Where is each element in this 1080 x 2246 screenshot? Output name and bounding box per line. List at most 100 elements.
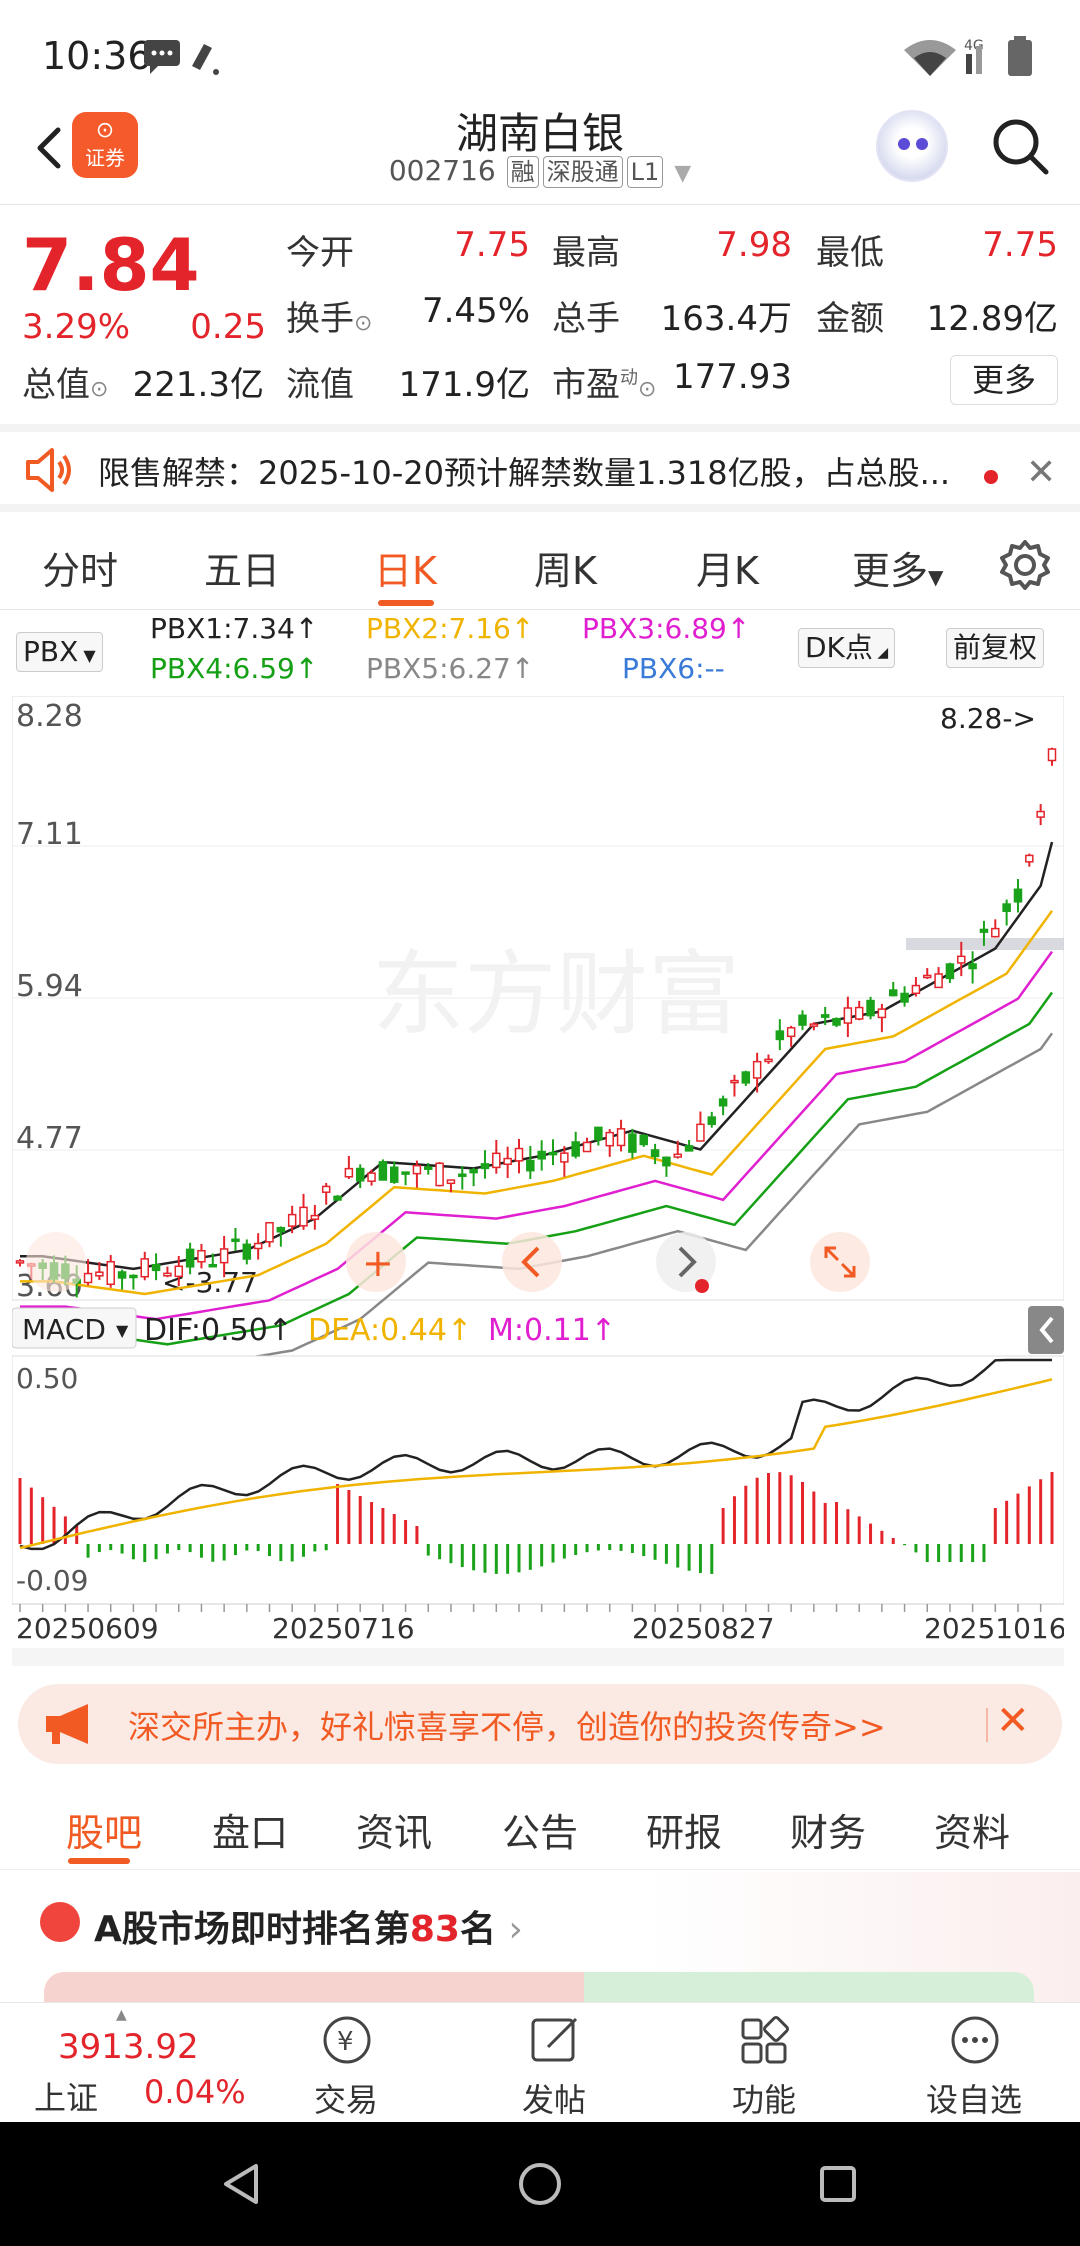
candle bbox=[321, 1185, 331, 1193]
candle bbox=[310, 1214, 320, 1220]
tab-financials[interactable]: 财务 bbox=[790, 1811, 867, 1855]
svg-text:¥: ¥ bbox=[337, 2027, 354, 2057]
ranking-number: 83 bbox=[409, 1909, 460, 1950]
candlesticks bbox=[15, 747, 1057, 1298]
nav-back-icon[interactable] bbox=[220, 2162, 264, 2206]
candle bbox=[412, 1164, 422, 1175]
collapse-panel-button[interactable] bbox=[1028, 1306, 1064, 1354]
candle bbox=[628, 1133, 637, 1153]
more-button[interactable]: 更多 bbox=[950, 355, 1058, 405]
candle bbox=[208, 1263, 218, 1268]
promo-banner[interactable]: 深交所主办，好礼惊喜享不停，创造你的投资传奇>> ✕ bbox=[18, 1684, 1062, 1764]
tab-weekly-k[interactable]: 周K bbox=[534, 549, 597, 593]
pe-label[interactable]: 市盈动⊙ bbox=[552, 357, 656, 406]
adjust-selector[interactable]: 前复权 bbox=[946, 628, 1045, 668]
nav-home-icon[interactable] bbox=[516, 2160, 564, 2208]
kline-chart-svg[interactable]: 东方财富 8.28 7.11 5.94 4.77 3.60 8.28-> <-3… bbox=[12, 696, 1064, 1666]
tab-more[interactable]: 更多▼ bbox=[852, 540, 943, 595]
high-label: 最高 bbox=[552, 233, 620, 273]
max-price-marker: 8.28-> bbox=[940, 702, 1036, 735]
candle bbox=[979, 928, 989, 933]
candle bbox=[684, 1145, 694, 1152]
candle bbox=[514, 1147, 524, 1162]
ranking-prefix: A股市场即时排名第 bbox=[94, 1909, 410, 1950]
candle bbox=[1036, 810, 1045, 818]
pbx3-value: PBX3:6.89↑ bbox=[582, 612, 751, 645]
price-tick-4: 4.77 bbox=[16, 1121, 83, 1156]
candle bbox=[854, 1006, 864, 1020]
content-tabs: 股吧 盘口 资讯 公告 研报 财务 资料 bbox=[0, 1780, 1080, 1870]
close-icon[interactable]: ✕ bbox=[1026, 452, 1057, 493]
index-change: 0.04% bbox=[144, 2073, 246, 2111]
tab-orderbook[interactable]: 盘口 bbox=[212, 1811, 289, 1855]
back-arrow-icon[interactable] bbox=[22, 118, 82, 178]
index-quote[interactable]: ▲ 3913.92 上证 0.04% bbox=[0, 2003, 250, 2123]
candle bbox=[957, 955, 966, 964]
date-label-1: 20250609 bbox=[16, 1612, 159, 1645]
search-icon[interactable] bbox=[988, 114, 1052, 178]
active-tab-underline bbox=[68, 1858, 130, 1864]
candle bbox=[752, 1060, 762, 1079]
volume-label: 总手 bbox=[552, 299, 620, 339]
candle bbox=[775, 1030, 785, 1041]
candle bbox=[389, 1166, 399, 1183]
assistant-robot-icon[interactable] bbox=[876, 110, 948, 182]
macd-selector[interactable] bbox=[12, 1307, 137, 1349]
market-ranking[interactable]: A股市场即时排名第83名 › bbox=[0, 1872, 1080, 2012]
tab-intraday[interactable]: 分时 bbox=[42, 549, 119, 593]
candle bbox=[378, 1161, 388, 1181]
tab-profile[interactable]: 资料 bbox=[934, 1811, 1011, 1855]
stock-code-row[interactable]: 002716 融深股通 L1 ▼ bbox=[0, 154, 1080, 188]
candle bbox=[843, 1007, 853, 1024]
tab-daily-k[interactable]: 日K bbox=[374, 549, 437, 593]
candle bbox=[1013, 888, 1023, 903]
stock-name: 湖南白银 bbox=[455, 109, 624, 158]
candle bbox=[548, 1151, 558, 1156]
candle bbox=[446, 1179, 456, 1185]
turnover-value: 7.45% bbox=[421, 291, 530, 331]
kline-chart[interactable]: 东方财富 8.28 7.11 5.94 4.77 3.60 8.28-> <-3… bbox=[12, 696, 1064, 1666]
tab-five-day[interactable]: 五日 bbox=[204, 549, 281, 593]
scroll-left-button[interactable] bbox=[502, 1232, 562, 1292]
candle bbox=[355, 1167, 365, 1182]
tab-research[interactable]: 研报 bbox=[646, 1811, 723, 1855]
price-band-highlight bbox=[906, 938, 1064, 950]
close-icon[interactable]: ✕ bbox=[996, 1698, 1030, 1744]
brand-logo[interactable]: ⊙ 证券 bbox=[72, 112, 138, 178]
fullscreen-button[interactable] bbox=[810, 1232, 870, 1292]
pbx1-value: PBX1:7.34↑ bbox=[150, 612, 319, 645]
tab-announcements[interactable]: 公告 bbox=[502, 1811, 579, 1855]
tab-monthly-k[interactable]: 月K bbox=[696, 549, 759, 593]
turnover-label[interactable]: 换手⊙ bbox=[286, 291, 372, 340]
more-dots-icon bbox=[951, 2016, 999, 2064]
chevron-left-icon bbox=[1039, 1316, 1054, 1344]
gear-icon[interactable] bbox=[998, 538, 1052, 592]
tab-news[interactable]: 资讯 bbox=[356, 1811, 433, 1855]
indicator-row: PBX ▼ PBX1:7.34↑ PBX2:7.16↑ PBX3:6.89↑ P… bbox=[0, 612, 1080, 692]
unlock-notice[interactable]: 限售解禁：2025-10-20预计解禁数量1.318亿股，占总股... ✕ bbox=[0, 424, 1080, 512]
dropdown-icon: ▼ bbox=[674, 161, 692, 186]
candle bbox=[900, 992, 909, 1003]
pbx2-value: PBX2:7.16↑ bbox=[366, 612, 535, 645]
scroll-right-button[interactable] bbox=[656, 1232, 716, 1292]
candle bbox=[537, 1150, 546, 1160]
dk-point-selector[interactable]: DK点 ◢ bbox=[798, 628, 896, 668]
indicator-selector[interactable]: PBX ▼ bbox=[16, 632, 103, 672]
nav-recents-icon[interactable] bbox=[818, 2164, 858, 2204]
candle bbox=[95, 1271, 104, 1277]
zoom-in-button[interactable] bbox=[346, 1232, 406, 1292]
tab-forum[interactable]: 股吧 bbox=[66, 1811, 143, 1855]
candle bbox=[866, 999, 875, 1017]
add-watchlist-label: 设自选 bbox=[925, 2081, 1022, 2119]
candle bbox=[492, 1152, 501, 1169]
amount-label: 金额 bbox=[816, 299, 884, 339]
signal-battery-icon: 4G bbox=[904, 36, 1032, 76]
candle bbox=[571, 1141, 580, 1157]
speaker-icon bbox=[26, 448, 71, 492]
chart-period-tabs: 分时 五日 日K 周K 月K 更多▼ bbox=[0, 520, 1080, 610]
candle bbox=[1002, 903, 1011, 912]
zoom-out-button[interactable] bbox=[26, 1232, 86, 1292]
candle bbox=[140, 1258, 149, 1278]
mktcap-label[interactable]: 总值⊙ bbox=[22, 357, 108, 406]
macd-histogram bbox=[18, 1472, 1054, 1574]
